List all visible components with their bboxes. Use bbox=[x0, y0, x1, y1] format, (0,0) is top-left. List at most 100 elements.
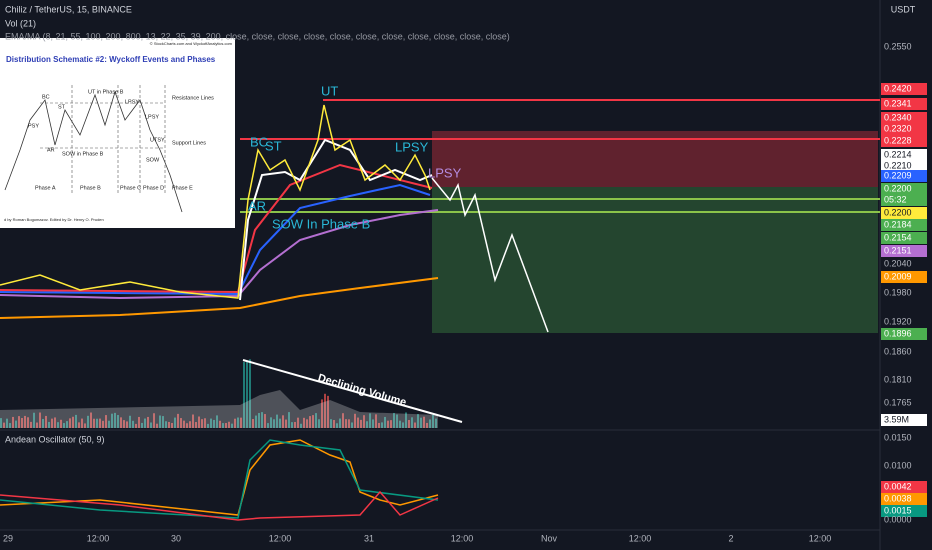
osc-tag bbox=[881, 505, 927, 517]
volume-bar bbox=[375, 414, 377, 428]
time-label: 30 bbox=[171, 533, 181, 543]
volume-bar bbox=[27, 417, 29, 428]
volume-bar bbox=[396, 414, 398, 428]
volume-bar bbox=[87, 415, 89, 428]
volume-bar bbox=[207, 423, 209, 428]
volume-bar bbox=[327, 395, 329, 428]
volume-bar bbox=[309, 416, 311, 428]
volume-bar bbox=[180, 418, 182, 428]
inset-label: UTSY bbox=[150, 137, 165, 143]
volume-bar bbox=[9, 423, 11, 428]
volume-bar bbox=[18, 416, 20, 428]
ma-line bbox=[0, 277, 439, 319]
price-label: 0.2154 bbox=[884, 232, 912, 242]
volume-bar bbox=[297, 417, 299, 428]
inset-label: Phase E bbox=[172, 185, 193, 191]
volume-bar bbox=[21, 418, 23, 428]
inset-label: Phase A bbox=[35, 185, 56, 191]
time-label: 12:00 bbox=[87, 533, 110, 543]
volume-bar bbox=[417, 414, 419, 428]
volume-bar bbox=[243, 362, 245, 428]
price-tag bbox=[881, 245, 927, 257]
volume-bar bbox=[288, 412, 290, 428]
volume-bar bbox=[420, 417, 422, 428]
volume-bar bbox=[306, 419, 308, 428]
volume-bar bbox=[429, 419, 431, 428]
volume-bar bbox=[282, 415, 284, 428]
volume-bar bbox=[312, 415, 314, 428]
volume-bar bbox=[135, 423, 137, 428]
price-label: 0.1896 bbox=[884, 328, 912, 338]
volume-bar bbox=[258, 413, 260, 428]
volume-bar bbox=[189, 421, 191, 428]
volume-bar bbox=[159, 415, 161, 428]
volume-bar bbox=[147, 416, 149, 428]
volume-bar bbox=[39, 412, 41, 428]
grid bbox=[0, 0, 881, 550]
oscillator-title: Andean Oscillator (50, 9) bbox=[5, 434, 105, 444]
price-label: 0.1810 bbox=[884, 374, 912, 384]
volume-bar bbox=[276, 414, 278, 428]
volume-bar bbox=[411, 417, 413, 428]
volume-bar bbox=[120, 417, 122, 428]
volume-bar bbox=[264, 414, 266, 428]
annotation: AR bbox=[248, 198, 266, 213]
volume-bar bbox=[432, 414, 434, 428]
volume-bar bbox=[168, 421, 170, 428]
volume-bar bbox=[399, 420, 401, 428]
osc-line bbox=[0, 439, 439, 519]
annotation: UT bbox=[321, 83, 338, 98]
price-tag bbox=[881, 328, 927, 340]
ema-line bbox=[0, 104, 431, 299]
ma-line bbox=[0, 209, 439, 300]
osc-line bbox=[0, 490, 439, 521]
inset-credit: © StockCharts.com and WyckoffAnalytics.c… bbox=[150, 41, 233, 46]
volume-bar bbox=[330, 419, 332, 428]
currency: USDT bbox=[891, 4, 916, 14]
volume-bar bbox=[99, 418, 101, 428]
price-label: 0.2320 bbox=[884, 123, 912, 133]
volume-bar bbox=[90, 412, 92, 428]
inset-label: Phase B bbox=[80, 185, 101, 191]
volume-bar bbox=[12, 416, 14, 428]
volume-bar bbox=[369, 413, 371, 428]
volume-bar bbox=[318, 419, 320, 428]
price-tag bbox=[881, 232, 927, 244]
inset-label: Phase C bbox=[120, 185, 141, 191]
volume-bar bbox=[192, 414, 194, 428]
volume-bar bbox=[156, 423, 158, 428]
volume-bar bbox=[339, 418, 341, 428]
volume-bar bbox=[363, 415, 365, 428]
volume-bar bbox=[36, 422, 38, 428]
inset-label: LPSY bbox=[145, 114, 159, 120]
volume-bar bbox=[300, 423, 302, 428]
time-label: 12:00 bbox=[629, 533, 652, 543]
volume-bar bbox=[351, 422, 353, 428]
volume-bar bbox=[174, 417, 176, 428]
time-label: 29 bbox=[3, 533, 13, 543]
osc-label: 0.0150 bbox=[884, 432, 912, 442]
volume-bar bbox=[360, 419, 362, 428]
inset-footer: d by Roman Bogomazov. Edited by Dr. Henr… bbox=[4, 217, 104, 222]
time-label: 12:00 bbox=[269, 533, 292, 543]
volume-bar bbox=[426, 422, 428, 428]
volume-bar bbox=[177, 413, 179, 428]
price-label: 0.2200 bbox=[884, 207, 912, 217]
volume-bar bbox=[114, 412, 116, 428]
volume-bar bbox=[354, 413, 356, 428]
volume-bar bbox=[393, 412, 395, 428]
trend-line bbox=[242, 359, 463, 423]
volume-bar bbox=[138, 416, 140, 428]
volume-bar bbox=[132, 420, 134, 428]
volume-bar bbox=[405, 412, 407, 428]
volume-bar bbox=[30, 421, 32, 428]
volume-bar bbox=[390, 420, 392, 428]
volume-bar bbox=[267, 423, 269, 428]
volume-bar bbox=[387, 420, 389, 428]
volume-bar bbox=[237, 417, 239, 428]
volume-bar bbox=[435, 418, 437, 428]
volume-bar bbox=[129, 415, 131, 428]
volume-bar bbox=[96, 418, 98, 428]
volume-bar bbox=[303, 417, 305, 428]
